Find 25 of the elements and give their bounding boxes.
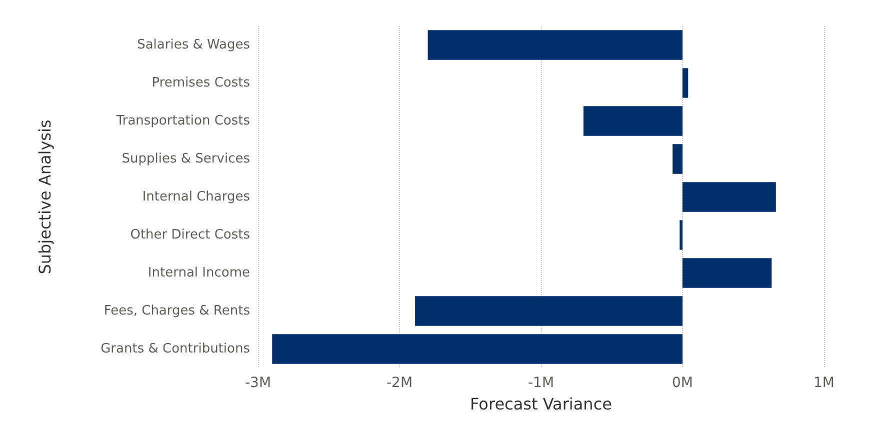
- bar: [272, 334, 682, 364]
- y-tick-label: Fees, Charges & Rents: [104, 304, 250, 318]
- y-tick-label: Supplies & Services: [122, 152, 250, 166]
- bar: [682, 68, 688, 98]
- x-tick-label: -1M: [528, 375, 554, 391]
- x-axis-title: Forecast Variance: [470, 394, 612, 414]
- x-tick-label: 1M: [814, 375, 834, 391]
- y-tick-label: Other Direct Costs: [130, 228, 250, 242]
- y-tick-label: Transportation Costs: [115, 114, 250, 128]
- y-tick-label: Premises Costs: [152, 76, 250, 90]
- bar: [682, 182, 776, 212]
- y-tick-label: Salaries & Wages: [137, 38, 250, 52]
- x-tick-label: -2M: [386, 375, 413, 391]
- bar: [680, 220, 682, 250]
- y-axis-title: Subjective Analysis: [36, 120, 54, 274]
- y-tick-label: Grants & Contributions: [100, 342, 250, 356]
- bar: [415, 296, 682, 326]
- x-tick-label: 0M: [672, 375, 693, 391]
- y-tick-label: Internal Income: [148, 266, 250, 280]
- x-tick-label: -3M: [244, 375, 272, 391]
- bar: [672, 144, 682, 174]
- bar: [428, 30, 682, 60]
- bar: [682, 258, 772, 288]
- y-tick-label: Internal Charges: [142, 190, 250, 204]
- bar: [583, 106, 682, 136]
